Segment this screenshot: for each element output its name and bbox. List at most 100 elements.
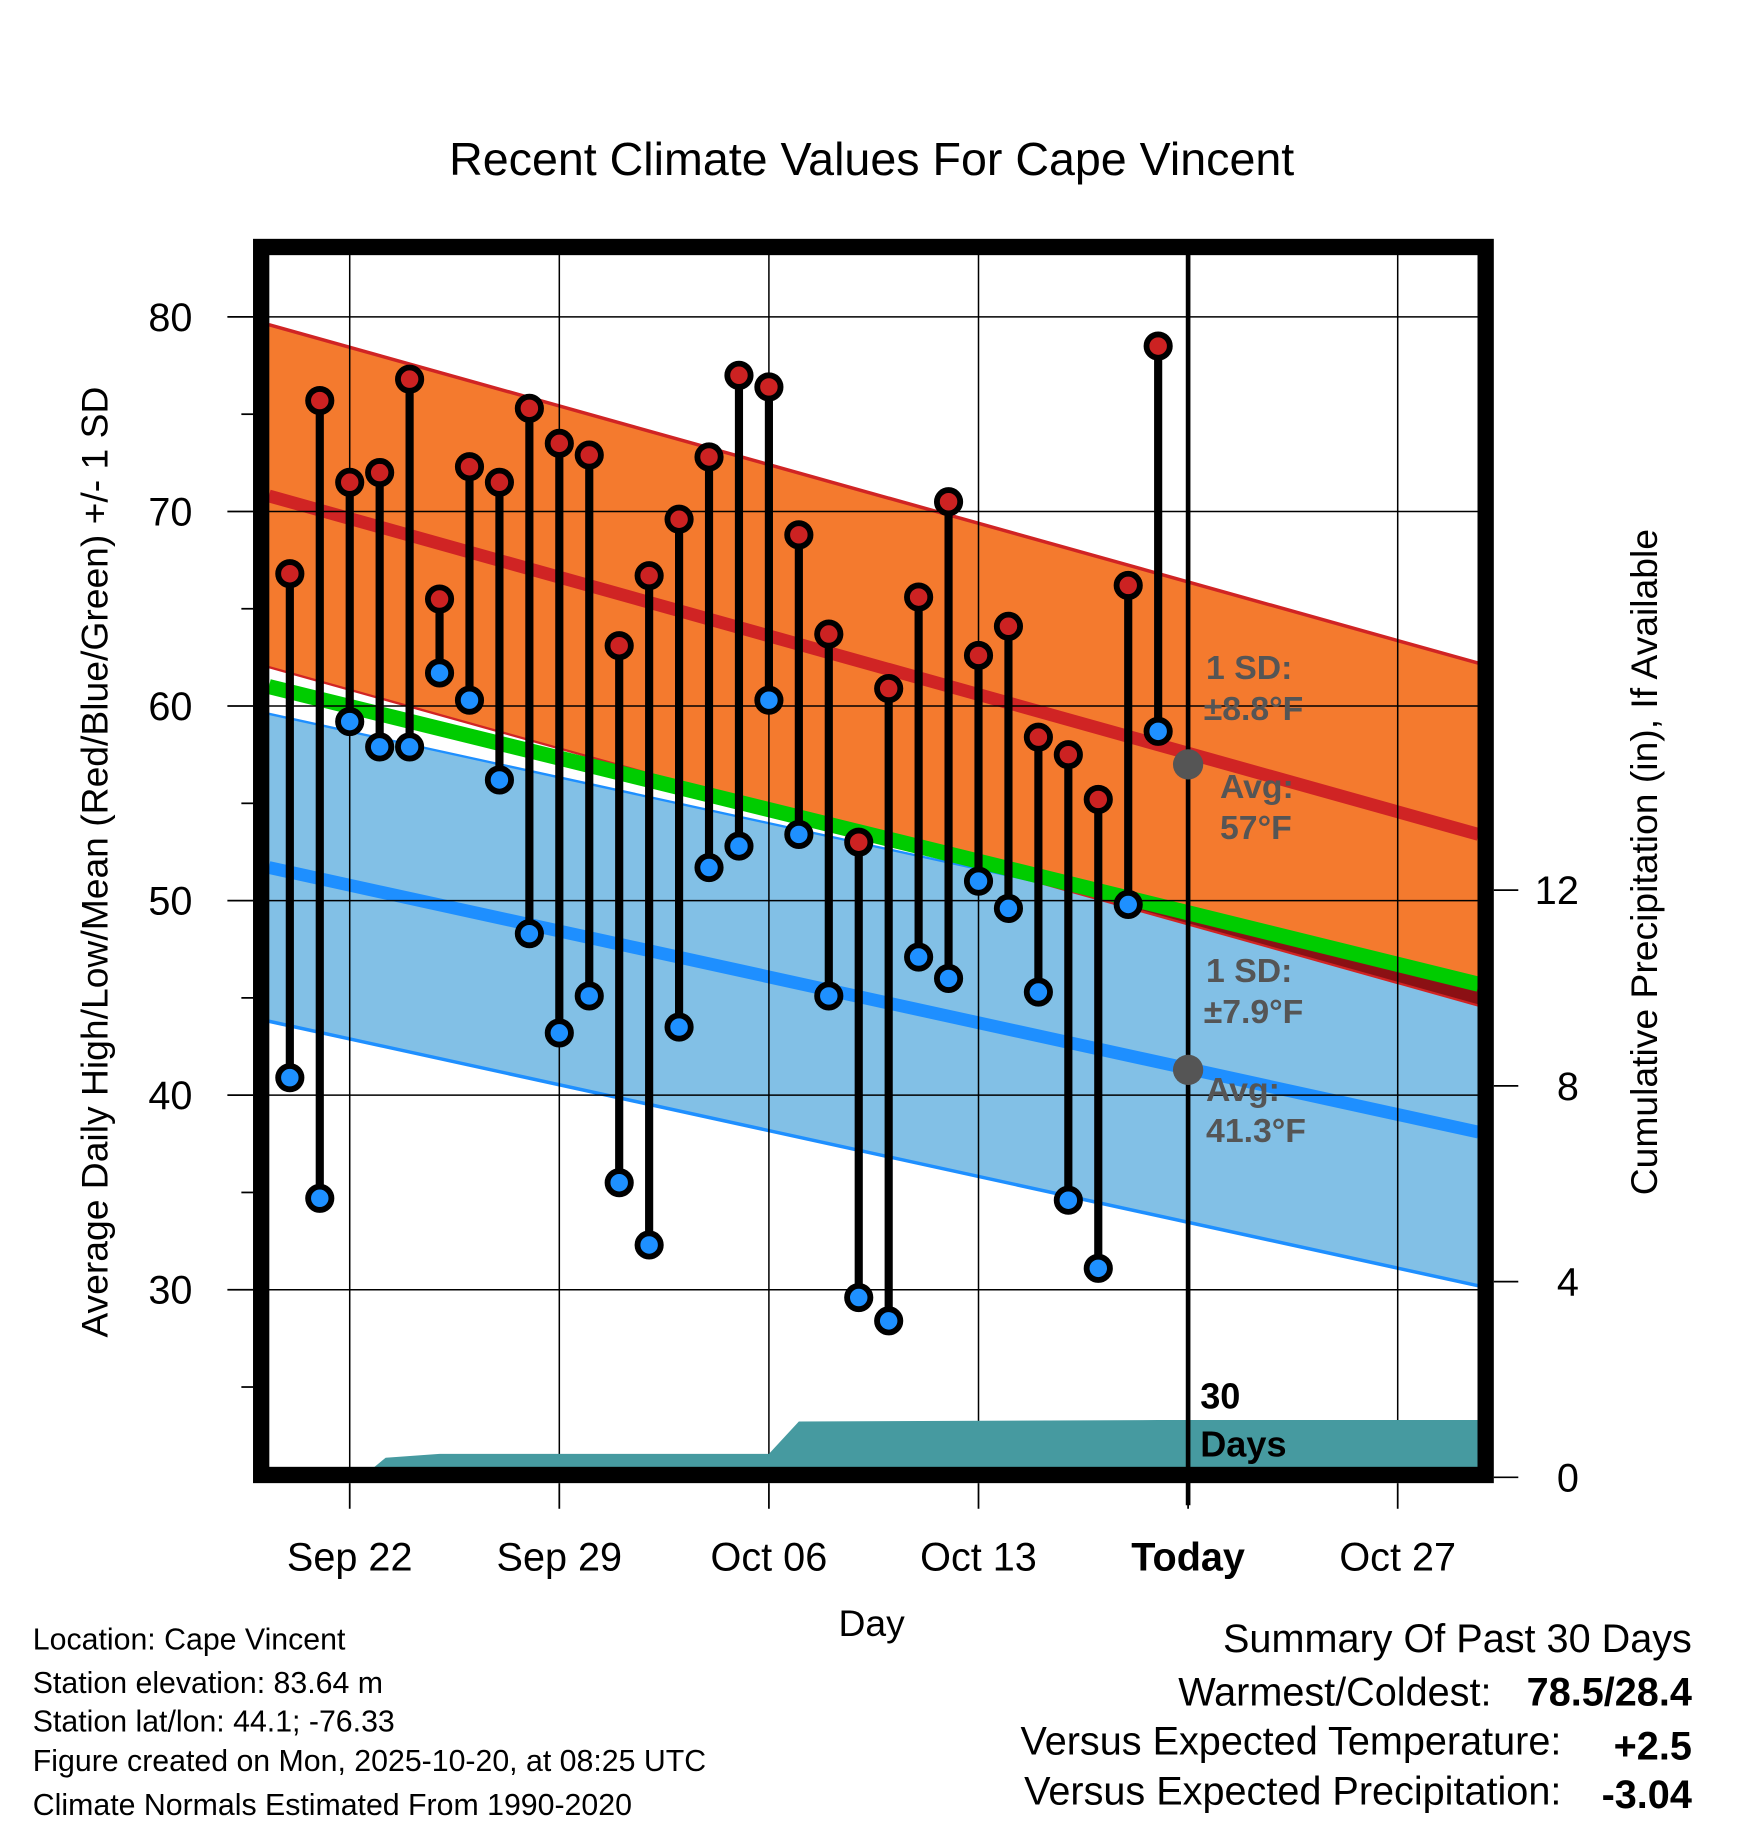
daily-high-point xyxy=(993,611,1024,641)
daily-low-point xyxy=(1143,716,1173,746)
low-avg-label: Avg: xyxy=(1206,1071,1280,1109)
x-axis-title: Day xyxy=(839,1602,906,1644)
daily-low-point xyxy=(454,685,485,715)
daily-high-point xyxy=(1023,722,1053,752)
info-normals: Climate Normals Estimated From 1990-2020 xyxy=(33,1789,632,1822)
daily-low-point xyxy=(694,852,724,883)
daily-low-point xyxy=(664,1012,694,1042)
daily-high-point xyxy=(514,393,544,423)
summary-precip-label: Versus Expected Precipitation: xyxy=(1024,1770,1561,1814)
daily-low-point xyxy=(993,893,1024,923)
daily-low-point xyxy=(484,765,514,795)
daily-high-point xyxy=(874,673,904,704)
daily-high-point xyxy=(335,467,365,497)
y-tick-label: 80 xyxy=(148,296,192,340)
daily-high-point xyxy=(454,452,485,482)
daily-low-point xyxy=(424,658,455,688)
y-right-tick-label: 0 xyxy=(1557,1456,1579,1500)
today-avg-high-dot xyxy=(1172,749,1204,780)
daily-high-point xyxy=(754,372,784,402)
daily-high-point xyxy=(1053,740,1083,770)
daily-low-point xyxy=(874,1306,904,1336)
daily-high-point xyxy=(934,487,964,517)
normal-low-line xyxy=(267,861,1480,1139)
daily-low-point xyxy=(784,819,814,850)
daily-high-point xyxy=(904,582,934,612)
daily-temperature-bars xyxy=(275,331,1173,1336)
precipitation-area xyxy=(268,1420,1479,1478)
daily-low-point xyxy=(1113,889,1143,920)
high-avg-value: 57°F xyxy=(1220,809,1292,847)
high-sd-upper-line xyxy=(268,322,1480,665)
info-created: Figure created on Mon, 2025-10-20, at 08… xyxy=(33,1745,706,1778)
daily-high-point xyxy=(844,827,874,857)
daily-low-point xyxy=(514,919,544,949)
x-tick-label: Oct 27 xyxy=(1339,1536,1456,1580)
high-avg-label: Avg: xyxy=(1220,768,1294,806)
y-right-tick-label: 4 xyxy=(1557,1261,1579,1305)
daily-high-point xyxy=(963,640,994,671)
daily-low-point xyxy=(365,732,395,762)
daily-low-point xyxy=(1083,1253,1113,1283)
y-tick-label: 40 xyxy=(148,1074,192,1118)
daily-low-point xyxy=(305,1183,335,1213)
daily-low-point xyxy=(963,866,994,896)
high-sd-label: 1 SD: xyxy=(1206,649,1292,687)
x-tick-label: Sep 29 xyxy=(497,1536,623,1580)
daily-high-point xyxy=(305,386,335,416)
daily-high-point xyxy=(1113,570,1143,600)
normal-mean-line xyxy=(267,679,1481,992)
daily-low-point xyxy=(934,963,964,993)
precipitation-fill xyxy=(268,1420,1479,1478)
daily-low-point xyxy=(395,732,425,762)
y-axis-right-title: Cumulative Precipitation (in), If Availa… xyxy=(1623,529,1665,1195)
high-sd-value: ±8.8°F xyxy=(1204,690,1304,728)
daily-high-point xyxy=(814,619,844,649)
daily-high-point xyxy=(484,467,514,497)
daily-low-point xyxy=(1023,977,1053,1007)
daily-high-point xyxy=(664,504,694,534)
window-days-number: 30 xyxy=(1200,1376,1240,1417)
station-info: Location: Cape Vincent Station elevation… xyxy=(33,1624,706,1822)
daily-high-point xyxy=(604,631,634,661)
summary-temp-label: Versus Expected Temperature: xyxy=(1020,1720,1561,1764)
low-sd-label: 1 SD: xyxy=(1206,952,1292,990)
average-markers xyxy=(1172,246,1204,1506)
daily-low-point xyxy=(1053,1185,1083,1215)
daily-low-point xyxy=(634,1230,664,1260)
annotations: 1 SD: ±8.8°F Avg: 57°F 1 SD: ±7.9°F Avg:… xyxy=(1200,649,1306,1464)
low-sd-lower-line xyxy=(268,1019,1479,1288)
daily-low-point xyxy=(574,981,604,1011)
y-tick-label: 50 xyxy=(148,880,192,924)
normal-bands xyxy=(267,322,1481,1288)
daily-low-point xyxy=(814,981,844,1011)
x-tick-label: Oct 06 xyxy=(711,1536,828,1580)
daily-low-point xyxy=(754,685,784,715)
y-tick-label: 30 xyxy=(148,1269,192,1313)
x-tick-label: Oct 13 xyxy=(920,1536,1037,1580)
info-location: Location: Cape Vincent xyxy=(33,1624,346,1657)
summary-warm-cold-value: 78.5/28.4 xyxy=(1527,1671,1692,1715)
summary-temp-value: +2.5 xyxy=(1614,1724,1692,1768)
daily-high-point xyxy=(395,364,425,394)
daily-low-point xyxy=(335,707,365,737)
daily-high-point xyxy=(424,584,455,614)
daily-high-point xyxy=(784,520,814,550)
y-tick-label: 70 xyxy=(148,490,192,534)
y-right-tick-label: 12 xyxy=(1535,869,1579,913)
summary-precip-value: -3.04 xyxy=(1602,1773,1692,1817)
info-latlon: Station lat/lon: 44.1; -76.33 xyxy=(33,1705,395,1738)
today-avg-low-dot xyxy=(1172,1054,1204,1086)
x-tick-label: Today xyxy=(1131,1536,1245,1580)
daily-low-point xyxy=(904,942,934,972)
summary: Summary Of Past 30 Days Warmest/Coldest:… xyxy=(1020,1617,1691,1817)
summary-warm-cold-label: Warmest/Coldest: xyxy=(1178,1671,1491,1715)
low-sd-value: ±7.9°F xyxy=(1204,993,1304,1031)
y-tick-label: 60 xyxy=(148,685,192,729)
y-right-tick-label: 8 xyxy=(1557,1065,1579,1109)
plot-border xyxy=(253,238,1494,1484)
daily-low-point xyxy=(544,1018,574,1048)
daily-high-point xyxy=(275,559,305,589)
daily-high-point xyxy=(544,428,574,458)
daily-low-point xyxy=(844,1282,874,1313)
